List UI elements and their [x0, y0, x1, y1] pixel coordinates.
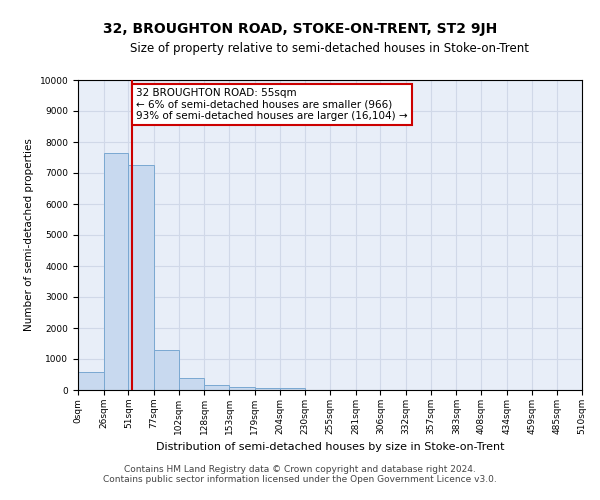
Bar	[78, 372, 104, 390]
Text: 32, BROUGHTON ROAD, STOKE-ON-TRENT, ST2 9JH: 32, BROUGHTON ROAD, STOKE-ON-TRENT, ST2 …	[103, 22, 497, 36]
Text: Contains public sector information licensed under the Open Government Licence v3: Contains public sector information licen…	[103, 476, 497, 484]
Bar	[280, 388, 305, 390]
Text: 32 BROUGHTON ROAD: 55sqm
← 6% of semi-detached houses are smaller (966)
93% of s: 32 BROUGHTON ROAD: 55sqm ← 6% of semi-de…	[136, 88, 408, 121]
Title: Size of property relative to semi-detached houses in Stoke-on-Trent: Size of property relative to semi-detach…	[131, 42, 530, 55]
Bar	[205, 386, 229, 390]
X-axis label: Distribution of semi-detached houses by size in Stoke-on-Trent: Distribution of semi-detached houses by …	[156, 442, 504, 452]
Bar	[128, 165, 154, 390]
Bar	[154, 350, 179, 390]
Bar	[179, 378, 205, 390]
Y-axis label: Number of semi-detached properties: Number of semi-detached properties	[24, 138, 34, 332]
Bar	[104, 153, 128, 390]
Text: Contains HM Land Registry data © Crown copyright and database right 2024.: Contains HM Land Registry data © Crown c…	[124, 466, 476, 474]
Bar	[229, 386, 255, 390]
Bar	[255, 388, 280, 390]
